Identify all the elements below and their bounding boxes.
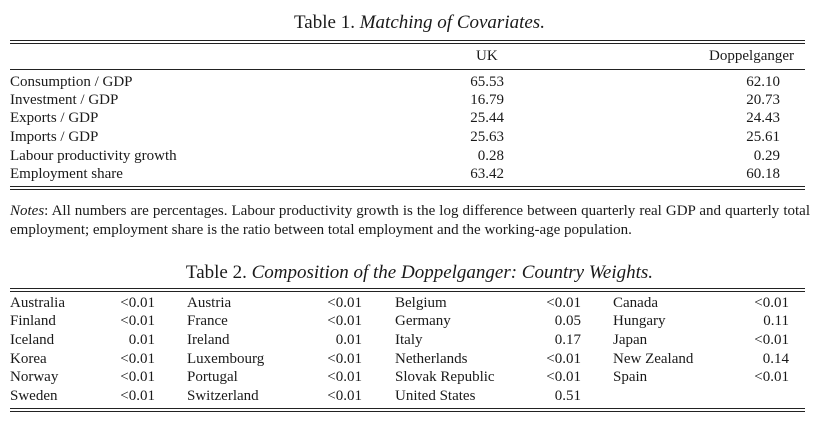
table-row: Korea <0.01 Luxembourg <0.01 Netherlands… <box>0 350 839 368</box>
country-weight: <0.01 <box>327 295 362 311</box>
country-weight: <0.01 <box>120 351 155 367</box>
country-name: Sweden <box>10 388 58 404</box>
doppelganger-value: 60.18 <box>746 166 780 182</box>
country-name: Austria <box>187 295 232 311</box>
country-name: Belgium <box>395 295 447 311</box>
doppelganger-value: 0.29 <box>753 148 780 164</box>
country-weight: <0.01 <box>754 369 789 385</box>
country-name: United States <box>395 388 476 404</box>
table-row: Finland <0.01 France <0.01 Germany 0.05 … <box>0 312 839 330</box>
country-weight: 0.51 <box>554 388 581 404</box>
country-weight: <0.01 <box>546 295 581 311</box>
doppelganger-value: 25.61 <box>746 129 780 145</box>
table1-top-rule-double <box>10 43 805 44</box>
row-label: Employment share <box>10 166 123 182</box>
table1-header-uk: UK <box>476 48 498 64</box>
country-name: Spain <box>613 369 648 385</box>
table2-bottom-rule <box>10 408 805 409</box>
country-weight: <0.01 <box>120 369 155 385</box>
country-name: Japan <box>613 332 648 348</box>
country-name: Hungary <box>613 313 666 329</box>
row-label: Consumption / GDP <box>10 74 133 90</box>
country-name: Ireland <box>187 332 230 348</box>
uk-value: 65.53 <box>470 74 504 90</box>
table2-title: Table 2. Composition of the Doppelganger… <box>0 262 839 284</box>
country-weight: 0.11 <box>763 313 789 329</box>
table-row: Consumption / GDP 65.53 62.10 <box>0 73 839 91</box>
country-name: Norway <box>10 369 59 385</box>
table-row: Investment / GDP 16.79 20.73 <box>0 91 839 109</box>
country-weight: 0.05 <box>554 313 581 329</box>
row-label: Exports / GDP <box>10 110 99 126</box>
country-weight: 0.14 <box>762 351 789 367</box>
doppelganger-value: 20.73 <box>746 92 780 108</box>
country-weight: <0.01 <box>754 295 789 311</box>
table1-header-rule <box>10 69 805 70</box>
country-name: New Zealand <box>613 351 694 367</box>
country-name: France <box>187 313 228 329</box>
table1-bottom-rule <box>10 186 805 187</box>
table-row: Australia <0.01 Austria <0.01 Belgium <0… <box>0 294 839 312</box>
country-weight: <0.01 <box>327 351 362 367</box>
table2-caption: Composition of the Doppelganger: Country… <box>251 262 654 283</box>
uk-value: 25.63 <box>470 129 504 145</box>
country-name: Slovak Republic <box>395 369 495 385</box>
table2-top-rule-double <box>10 291 805 292</box>
table-row: Sweden <0.01 Switzerland <0.01 United St… <box>0 387 839 405</box>
country-name: Netherlands <box>395 351 468 367</box>
country-weight: <0.01 <box>327 369 362 385</box>
country-name: Australia <box>10 295 65 311</box>
country-weight: <0.01 <box>120 295 155 311</box>
table1-header-doppelganger: Doppelganger <box>709 48 794 64</box>
table-row: Labour productivity growth 0.28 0.29 <box>0 147 839 165</box>
country-name: Korea <box>10 351 47 367</box>
table-row: Imports / GDP 25.63 25.61 <box>0 128 839 146</box>
country-weight: <0.01 <box>546 369 581 385</box>
country-weight: <0.01 <box>327 388 362 404</box>
doppelganger-value: 62.10 <box>746 74 780 90</box>
country-weight: <0.01 <box>546 351 581 367</box>
uk-value: 16.79 <box>470 92 504 108</box>
country-name: Iceland <box>10 332 55 348</box>
table2-number: Table 2. <box>185 262 247 283</box>
country-name: Luxembourg <box>187 351 265 367</box>
country-name: Portugal <box>187 369 238 385</box>
country-name: Germany <box>395 313 451 329</box>
table1-bottom-rule-double <box>10 189 805 190</box>
notes-label: Notes <box>10 203 45 219</box>
country-weight: <0.01 <box>120 388 155 404</box>
table1-header-row: UK Doppelganger <box>0 47 839 65</box>
table2-top-rule <box>10 288 805 289</box>
table-row: Iceland 0.01 Ireland 0.01 Italy 0.17 Jap… <box>0 331 839 349</box>
table1-number: Table 1. <box>294 12 355 33</box>
uk-value: 63.42 <box>470 166 504 182</box>
country-name: Switzerland <box>187 388 259 404</box>
country-weight: 0.17 <box>554 332 581 348</box>
country-weight: 0.01 <box>128 332 155 348</box>
table1-caption: Matching of Covariates. <box>359 12 545 33</box>
table-row: Norway <0.01 Portugal <0.01 Slovak Repub… <box>0 368 839 386</box>
country-name: Canada <box>613 295 658 311</box>
table-row: Exports / GDP 25.44 24.43 <box>0 109 839 127</box>
country-weight: <0.01 <box>120 313 155 329</box>
table1-notes: Notes: All numbers are percentages. Labo… <box>10 202 810 240</box>
country-weight: 0.01 <box>335 332 362 348</box>
table1-top-rule <box>10 40 805 41</box>
table1-title: Table 1. Matching of Covariates. <box>0 12 839 34</box>
row-label: Imports / GDP <box>10 129 99 145</box>
country-weight: <0.01 <box>754 332 789 348</box>
table2-bottom-rule-double <box>10 411 805 412</box>
country-name: Finland <box>10 313 56 329</box>
uk-value: 25.44 <box>470 110 504 126</box>
uk-value: 0.28 <box>477 148 504 164</box>
table-row: Employment share 63.42 60.18 <box>0 165 839 183</box>
row-label: Investment / GDP <box>10 92 119 108</box>
notes-text: : All numbers are percentages. Labour pr… <box>10 203 810 238</box>
country-name: Italy <box>395 332 423 348</box>
doppelganger-value: 24.43 <box>746 110 780 126</box>
row-label: Labour productivity growth <box>10 148 177 164</box>
country-weight: <0.01 <box>327 313 362 329</box>
